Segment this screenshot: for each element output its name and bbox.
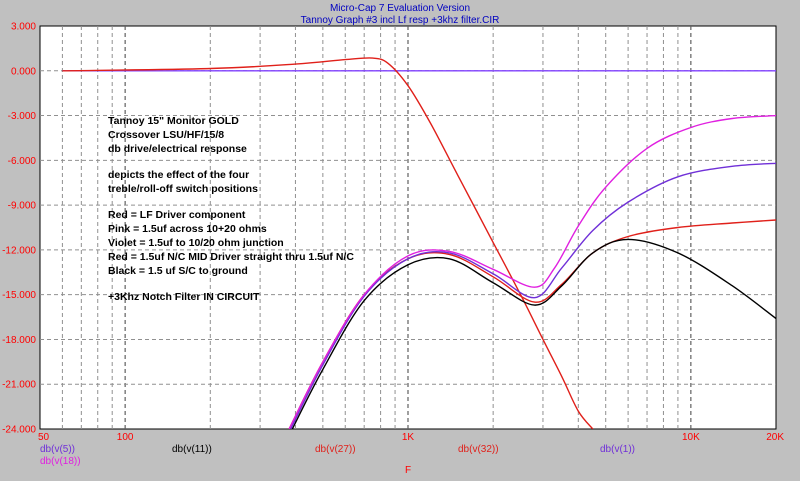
series-line-db-v-27 — [62, 57, 594, 429]
x-tick-label: 20K — [766, 432, 784, 443]
chart-subtitle: Tannoy Graph #3 incl Lf resp +3khz filte… — [301, 15, 500, 26]
y-tick-label: -12.000 — [2, 245, 36, 256]
x-tick-label: 50 — [38, 432, 50, 443]
y-tick-label: -15.000 — [2, 290, 36, 301]
annotation-line: treble/roll-off switch positions — [108, 183, 258, 195]
y-tick-label: -6.000 — [8, 156, 37, 167]
x-tick-label: 100 — [117, 432, 134, 443]
annotation-line: +3Khz Notch Filter IN CIRCUIT — [108, 291, 260, 303]
series-lines — [62, 57, 776, 429]
annotation-line: db drive/electrical response — [108, 143, 247, 155]
y-tick-label: 0.000 — [11, 66, 36, 77]
x-tick-labels: 50 100 1K 10K 20K — [38, 432, 784, 443]
y-tick-label: -9.000 — [8, 201, 37, 212]
x-axis-label: F — [405, 465, 411, 476]
annotation-line: Red = LF Driver component — [108, 209, 246, 221]
series-label: db(v(27)) — [315, 444, 356, 455]
series-label: db(v(18)) — [40, 456, 81, 467]
annotation-line: Black = 1.5 uf S/C to ground — [108, 265, 248, 277]
annotation-block: Tannoy 15" Monitor GOLD Crossover LSU/HF/… — [108, 115, 354, 303]
x-tick-label: 1K — [402, 432, 415, 443]
annotation-line: depicts the effect of the four — [108, 169, 249, 181]
window-title: Micro-Cap 7 Evaluation Version — [330, 3, 470, 14]
annotation-line: Crossover LSU/HF/15/8 — [108, 129, 224, 141]
series-label: db(v(1)) — [600, 444, 635, 455]
plot-area — [39, 25, 777, 430]
x-tick-label: 10K — [682, 432, 700, 443]
series-line-db-v-11 — [291, 238, 776, 429]
series-label: db(v(5)) — [40, 444, 75, 455]
y-tick-label: -24.000 — [2, 425, 36, 436]
y-tick-labels: 3.000 0.000 -3.000 -6.000 -9.000 -12.000 -15.0… — [2, 22, 36, 436]
y-tick-label: -3.000 — [8, 111, 37, 122]
y-tick-label: -21.000 — [2, 380, 36, 391]
series-label: db(v(32)) — [458, 444, 499, 455]
series-labels: db(v(5))db(v(18)) db(v(11)) db(v(27)) db(v(… — [40, 444, 635, 467]
annotation-line: Violet = 1.5uf to 10/20 ohm junction — [108, 237, 284, 249]
annotation-line: Tannoy 15" Monitor GOLD — [108, 115, 239, 127]
series-label: db(v(11)) — [172, 444, 212, 455]
y-tick-label: 3.000 — [11, 22, 36, 33]
annotation-line: Pink = 1.5uf across 10+20 ohms — [108, 223, 267, 235]
annotation-line: Red = 1.5uf N/C MID Driver straight thru… — [108, 251, 354, 263]
series-line-db-v-18 — [288, 114, 776, 429]
y-tick-label: -18.000 — [2, 335, 36, 346]
series-line-db-v-5 — [290, 162, 776, 429]
